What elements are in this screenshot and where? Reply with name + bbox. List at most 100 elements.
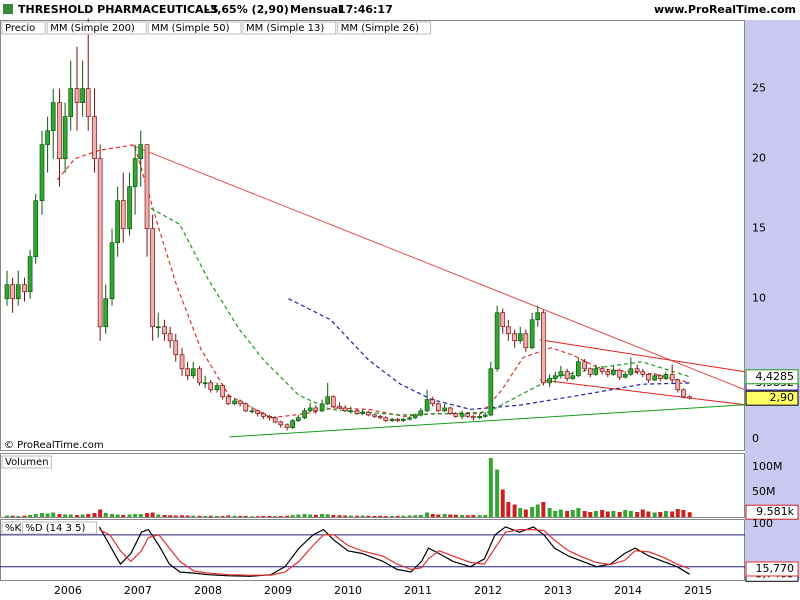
legend-label: %K <box>5 523 22 534</box>
volume-bar <box>378 515 383 517</box>
candle-body <box>272 417 278 423</box>
candle-body <box>202 382 208 385</box>
candle-body <box>611 369 616 375</box>
volume-bar <box>86 514 91 517</box>
volume-bar <box>110 514 115 517</box>
volume-bar <box>185 515 190 517</box>
candle-body <box>45 130 50 146</box>
moving-average <box>288 298 690 411</box>
candle-body <box>179 354 185 370</box>
volume-bar <box>290 515 295 517</box>
volume-bar <box>121 515 126 517</box>
volume-bar <box>617 512 622 517</box>
end-label: 2,90 <box>770 391 795 404</box>
volume-bar <box>658 512 663 517</box>
volume-bar <box>675 509 680 517</box>
volume-bar <box>320 514 325 517</box>
legend-box <box>1 455 52 469</box>
oscillator-line <box>99 529 690 576</box>
volume-bar <box>471 515 476 517</box>
volume-bar <box>360 515 365 517</box>
candle-body <box>482 414 488 417</box>
candle-body <box>15 284 21 300</box>
candle-body <box>652 375 658 381</box>
candle-body <box>173 340 179 356</box>
trendline <box>229 404 746 438</box>
volume-bar <box>436 514 441 517</box>
header-site: www.ProRealTime.com <box>654 3 796 16</box>
candle-body <box>138 144 144 160</box>
volume-bar <box>593 511 598 517</box>
candle-body <box>687 396 693 399</box>
volume-bar <box>267 516 272 517</box>
candle-body <box>552 375 558 379</box>
legend-box <box>46 21 147 35</box>
x-tick-label: 2012 <box>474 584 502 597</box>
volume-bar <box>623 510 628 517</box>
candle-body <box>383 417 389 421</box>
candle-body <box>570 375 576 379</box>
volume-bar <box>448 514 453 517</box>
candle-body <box>348 410 354 413</box>
candle-body <box>628 368 634 375</box>
volume-bar <box>261 516 266 517</box>
volume-bar <box>390 516 395 517</box>
candle-body <box>313 407 319 412</box>
volume-bar <box>541 502 546 517</box>
candle-body <box>208 382 214 391</box>
header-change: -3,65% (2,90) <box>205 3 289 16</box>
volume-bar <box>45 513 50 517</box>
volume-bar <box>278 516 283 517</box>
volume-bar <box>220 516 225 517</box>
candle-body <box>249 410 255 413</box>
candle-body <box>74 88 80 103</box>
volume-bar <box>413 515 418 517</box>
candle-body <box>243 403 249 412</box>
end-label-box <box>745 369 799 385</box>
volume-bar <box>652 512 657 517</box>
volume-bar <box>255 516 260 517</box>
volume-bar <box>57 514 62 517</box>
volume-bar <box>372 516 377 517</box>
trendline <box>539 379 746 406</box>
stochastic-panel <box>0 519 745 581</box>
candle-body <box>430 399 436 405</box>
volume-bar <box>51 512 56 517</box>
volume-bar <box>208 515 213 517</box>
volume-bar <box>197 515 202 517</box>
volume-bar <box>156 514 161 517</box>
candle-body <box>593 368 599 375</box>
candle-body <box>167 333 173 342</box>
volume-bar <box>63 514 68 517</box>
volume-bar <box>308 514 313 517</box>
volume-bar <box>395 515 400 517</box>
candle-body <box>547 378 552 384</box>
volume-bar <box>535 504 540 517</box>
candle-body <box>407 417 412 420</box>
candle-body <box>62 116 68 160</box>
volume-bar <box>168 515 173 517</box>
candle-body <box>27 256 33 293</box>
volume-bar <box>92 513 97 517</box>
volume-bar <box>547 508 552 517</box>
volume-bar <box>407 515 412 517</box>
candle-body <box>185 368 191 377</box>
volume-bar <box>477 515 482 517</box>
legend-label: MM (Simple 200) <box>50 23 135 34</box>
candle-body <box>459 413 465 417</box>
volume-bar <box>80 514 85 517</box>
volume-bar <box>646 511 651 517</box>
candle-body <box>57 102 62 160</box>
candle-body <box>663 374 669 379</box>
y-tick-label: 100M <box>752 460 783 473</box>
legend-label: Volumen <box>5 457 49 468</box>
candle-body <box>377 416 383 419</box>
legend-label: MM (Simple 13) <box>246 23 324 34</box>
candle-body <box>453 413 459 417</box>
candle-body <box>599 368 605 372</box>
volume-bar <box>442 514 447 517</box>
candle-body <box>558 371 564 377</box>
